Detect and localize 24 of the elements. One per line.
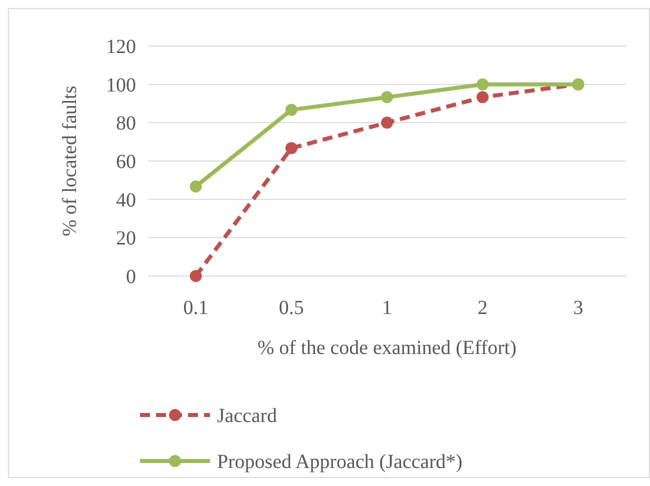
point (381, 116, 393, 129)
x-tick-label: 0.5 (278, 297, 304, 319)
point (381, 91, 393, 104)
x-axis-title: % of the code examined (Effort) (258, 337, 516, 359)
point (476, 78, 489, 90)
point (190, 180, 202, 192)
point (190, 270, 202, 282)
y-tick-label: 100 (106, 74, 136, 96)
y-axis-title: % of located faults (59, 86, 81, 236)
point (285, 104, 298, 116)
legend-label: Proposed Approach (Jaccard*) (217, 451, 462, 473)
y-tick-label: 40 (116, 189, 136, 212)
y-tick-label: 20 (116, 228, 136, 250)
point (476, 91, 489, 104)
point (285, 142, 298, 154)
x-tick-label: 0.1 (183, 297, 208, 319)
y-tick-label: 60 (116, 151, 136, 173)
y-tick-label: 0 (126, 266, 136, 288)
legend-label: Jaccard (217, 405, 277, 427)
x-tick-label: 2 (478, 297, 488, 319)
x-tick-label: 1 (382, 297, 392, 319)
x-tick-label: 3 (573, 297, 584, 319)
y-tick-label: 120 (106, 36, 136, 58)
y-tick-label: 80 (116, 112, 136, 135)
